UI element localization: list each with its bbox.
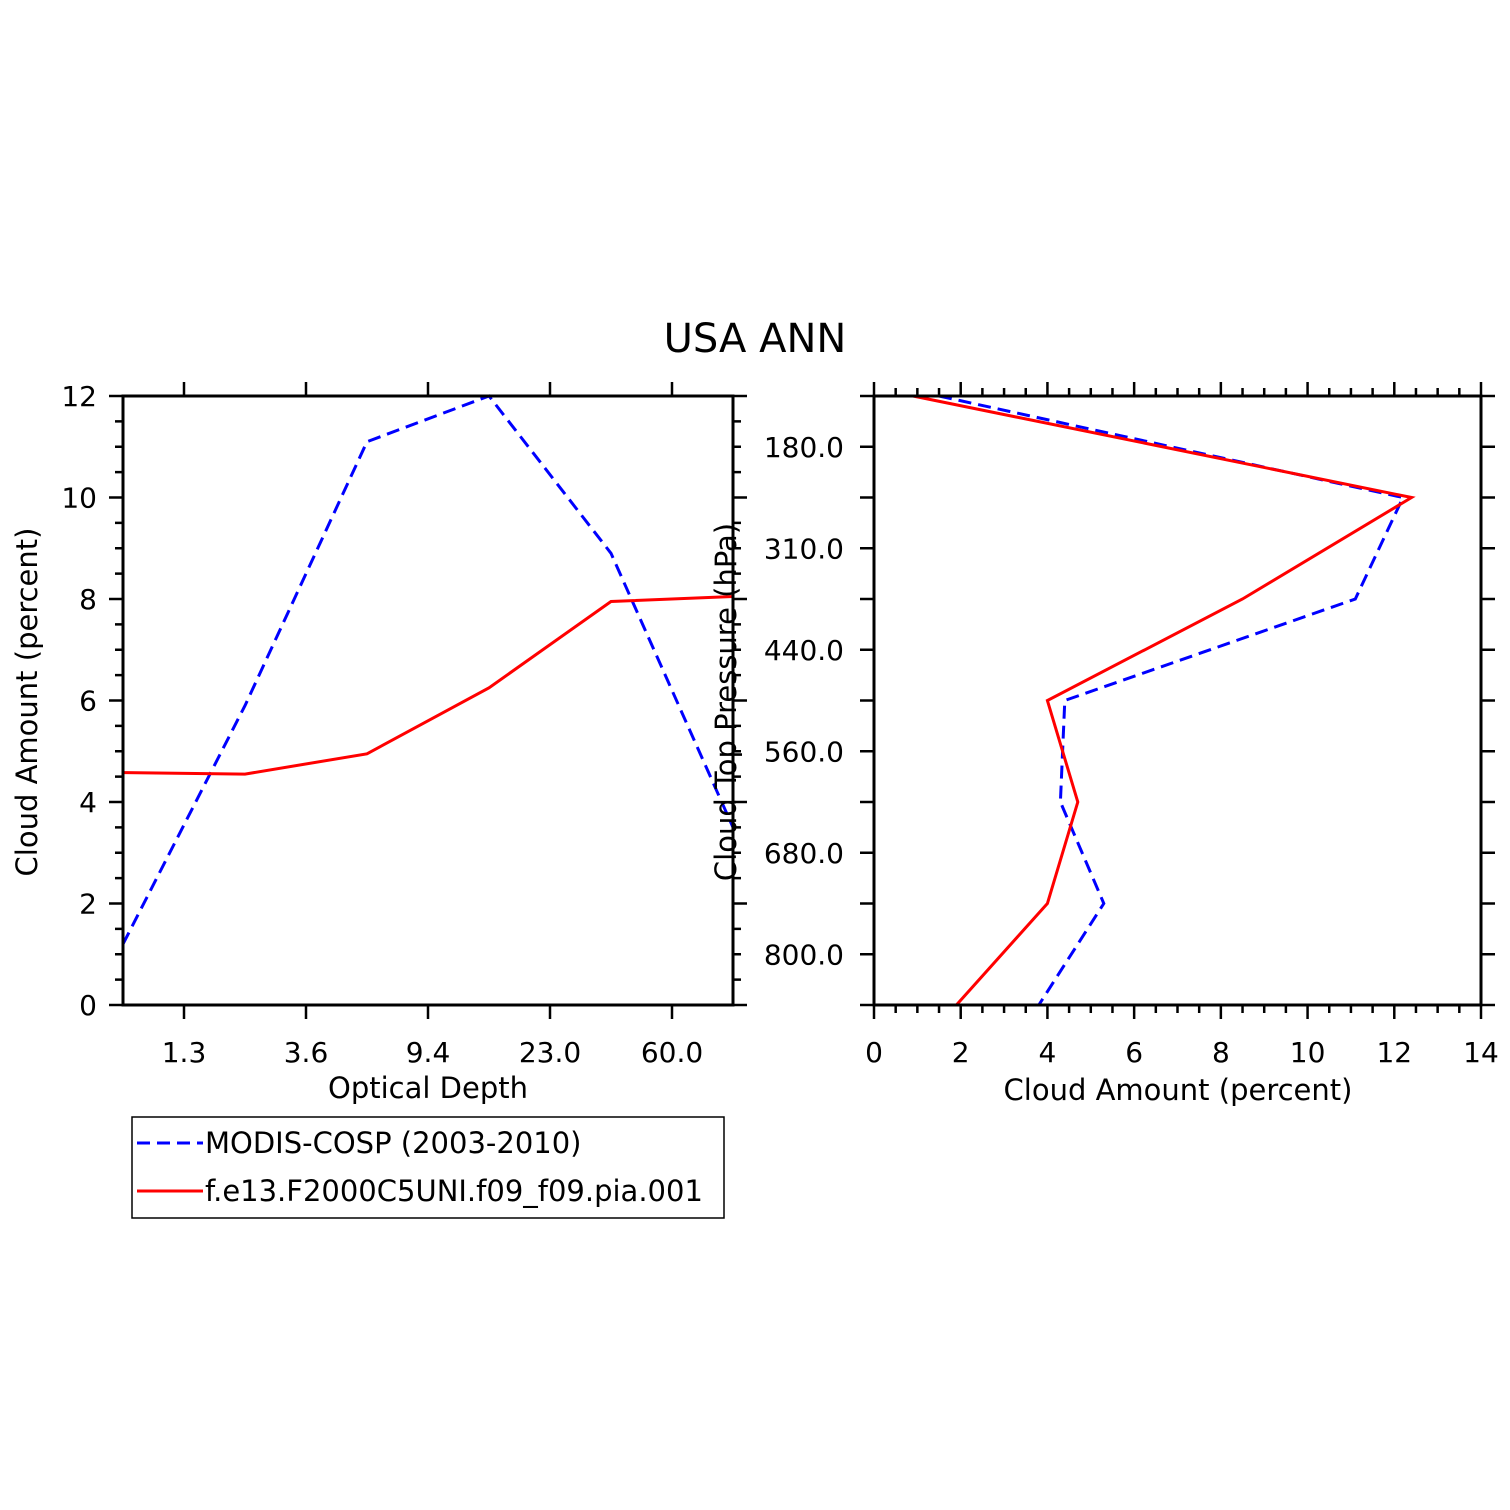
- left-y-tick-label: 4: [79, 786, 97, 819]
- left-x-tick-label: 1.3: [162, 1036, 207, 1069]
- right-x-tick-label: 0: [865, 1036, 883, 1069]
- legend-label-modis: MODIS-COSP (2003-2010): [205, 1126, 582, 1160]
- right-y-tick-label: 560.0: [764, 735, 844, 768]
- right-plot-frame: [872, 394, 1483, 1007]
- figure-title: USA ANN: [664, 316, 847, 362]
- right-series-line-0: [938, 394, 1406, 1006]
- left-panel: 0 2 4 6 8 10 12 1.3 3.6 9.4 23.0 60.0 Optical Depth…: [10, 380, 747, 1105]
- left-series-line-1: [122, 595, 734, 776]
- right-y-tick-label: 680.0: [764, 837, 844, 870]
- right-y-tick-label: 800.0: [764, 938, 844, 971]
- right-x-tick-label: 14: [1463, 1036, 1499, 1069]
- left-y-tick-label: 12: [61, 380, 97, 413]
- right-x-tick-label: 6: [1125, 1036, 1143, 1069]
- right-x-tick-label: 8: [1212, 1036, 1230, 1069]
- left-plot-frame: [121, 394, 735, 1007]
- left-y-tick-label: 8: [79, 583, 97, 616]
- right-x-tick-label: 4: [1039, 1036, 1057, 1069]
- right-series: [912, 394, 1416, 1007]
- right-series-line-1: [912, 394, 1416, 1007]
- left-y-tick-label: 2: [79, 888, 97, 921]
- left-y-tick-label: 10: [61, 482, 97, 515]
- right-y-axis-label: Cloud Top Pressure (hPa): [709, 523, 743, 881]
- left-y-tick-label: 0: [79, 989, 97, 1022]
- legend-label-model: f.e13.F2000C5UNI.f09_f09.pia.001: [205, 1174, 703, 1208]
- right-x-tick-label: 12: [1376, 1036, 1412, 1069]
- right-y-tick-label: 310.0: [764, 532, 844, 565]
- right-y-tick-label: 180.0: [764, 431, 844, 464]
- right-x-axis-label: Cloud Amount (percent): [1004, 1073, 1353, 1107]
- right-x-tick-label: 2: [952, 1036, 970, 1069]
- left-x-tick-label: 3.6: [284, 1036, 329, 1069]
- legend-box: [131, 1116, 725, 1219]
- left-x-tick-label: 60.0: [641, 1036, 703, 1069]
- left-series: [121, 394, 735, 945]
- left-y-tick-label: 6: [79, 685, 97, 718]
- left-axes: 0 2 4 6 8 10 12 1.3 3.6 9.4 23.0 60.0: [61, 380, 747, 1069]
- legend: MODIS-COSP (2003-2010) f.e13.F2000C5UNI.…: [131, 1116, 725, 1219]
- right-panel: 0 2 4 6 8 10 12 14 180.0 310.0 440.0 560.0 680.0 800.…: [709, 382, 1499, 1107]
- right-x-tick-label: 10: [1290, 1036, 1326, 1069]
- left-x-axis-label: Optical Depth: [328, 1071, 528, 1105]
- left-y-axis-label: Cloud Amount (percent): [10, 528, 44, 877]
- left-x-tick-label: 9.4: [406, 1036, 451, 1069]
- left-x-tick-label: 23.0: [519, 1036, 581, 1069]
- left-series-line-0: [121, 394, 735, 945]
- right-axes: 0 2 4 6 8 10 12 14 180.0 310.0 440.0 560.0 680.0 800.…: [764, 382, 1499, 1069]
- right-y-tick-label: 440.0: [764, 634, 844, 667]
